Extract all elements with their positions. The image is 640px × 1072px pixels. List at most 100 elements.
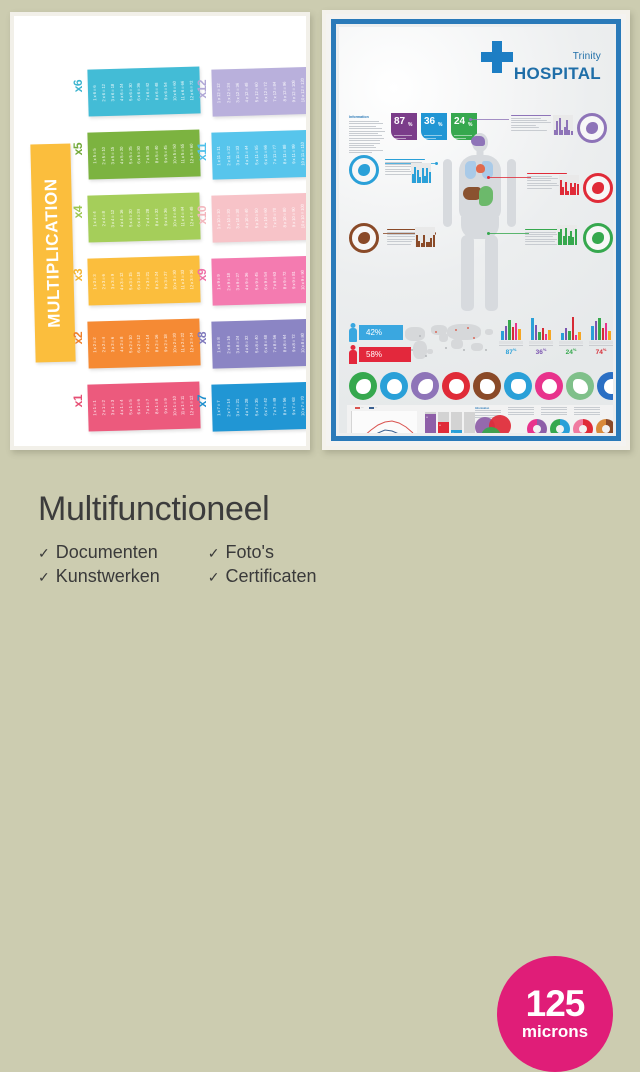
multiplication-table-x12[interactable]: x12 1 x 12 = 12 2 x 12 = 24 3 x 12 = 36 4 x … xyxy=(196,68,306,115)
stomach-callout-icon xyxy=(583,223,613,253)
multiplication-row: 4 x 12 = 48 xyxy=(245,82,250,102)
multiplication-row: 10 x 7 = 70 xyxy=(301,396,306,416)
multiplication-row: 11 x 2 = 22 xyxy=(181,333,186,353)
callout-card-rule xyxy=(527,173,567,174)
multiplication-row: 3 x 12 = 36 xyxy=(236,82,241,102)
bar-group-percent-sign: % xyxy=(543,347,547,352)
multiplication-row: 4 x 1 = 4 xyxy=(119,399,124,414)
multiplication-row: 1 x 11 = 11 xyxy=(217,146,222,165)
callout-dot xyxy=(487,232,490,235)
screenshot-root: MULTIPLICATION x6 1 x 6 = 62 x 6 = 12 3 x … xyxy=(0,0,640,640)
multiplication-table-label: x8 xyxy=(196,332,208,344)
microns-number: 125 xyxy=(526,986,585,1021)
multiplication-table-label: x11 xyxy=(196,143,208,161)
multiplication-table-x4[interactable]: x4 1 x 4 = 42 x 4 = 83 x 4 = 12 4 x 4 = 16… xyxy=(72,194,200,241)
multiplication-table-box: 1 x 4 = 42 x 4 = 83 x 4 = 12 4 x 4 = 16 5 … xyxy=(87,192,200,242)
multiplication-row: 7 x 12 = 84 xyxy=(273,81,278,101)
multiplication-row: 7 x 5 = 35 xyxy=(146,146,151,164)
multiplication-row: 3 x 3 = 9 xyxy=(111,274,116,289)
mini-bar xyxy=(577,184,579,195)
feature-list: ✓ Documenten ✓ Kunstwerken ✓ Foto's ✓ Certific… xyxy=(38,542,317,587)
multiplication-table-box: 1 x 1 = 12 x 1 = 23 x 1 = 34 x 1 = 45 x … xyxy=(87,381,200,431)
tooth-icon[interactable] xyxy=(504,372,532,400)
multiplication-row: 4 x 11 = 44 xyxy=(245,145,250,165)
multiplication-table-x5[interactable]: x5 1 x 5 = 52 x 5 = 10 3 x 5 = 15 4 x 5 = 2… xyxy=(72,131,200,178)
map-marker-dot xyxy=(411,349,413,351)
multiplication-table-x8[interactable]: x8 1 x 8 = 82 x 8 = 16 3 x 8 = 24 4 x 8 = 3… xyxy=(196,320,306,367)
bar-group: 36% xyxy=(529,315,553,356)
lorem-line xyxy=(349,147,376,148)
multiplication-row: 6 x 4 = 24 xyxy=(137,209,142,227)
legend-swatch xyxy=(369,407,374,409)
multiplication-row: 6 x 5 = 30 xyxy=(137,146,142,164)
multiplication-table-box: 1 x 3 = 32 x 3 = 63 x 3 = 94 x 3 = 12 5 x… xyxy=(87,255,200,305)
multiplication-row: 2 x 7 = 14 xyxy=(227,399,232,417)
multiplication-table-label: x3 xyxy=(72,269,84,281)
multiplication-table-box: 1 x 8 = 82 x 8 = 16 3 x 8 = 24 4 x 8 = 32 5… xyxy=(211,318,306,368)
brain-organ-icon xyxy=(471,136,485,146)
multiplication-table-box: 1 x 10 = 10 2 x 10 = 20 3 x 10 = 30 4 x 10 … xyxy=(211,192,306,242)
stat-badge-rule xyxy=(394,138,406,139)
sleep-icon[interactable] xyxy=(566,372,594,400)
multiplication-table-x1[interactable]: x1 1 x 1 = 12 x 1 = 23 x 1 = 34 x 1 = 45 … xyxy=(72,383,200,430)
callout-dot xyxy=(469,118,472,121)
callout-icon-glyph xyxy=(592,182,604,194)
multiplication-table-label: x9 xyxy=(196,269,208,281)
column-bar-value: •• xyxy=(452,431,454,433)
brain-icon[interactable] xyxy=(411,372,439,400)
map-landmass xyxy=(447,324,481,340)
organ-icon-glyph xyxy=(542,379,557,394)
multiplication-row: 11 x 1 = 11 xyxy=(181,396,186,415)
multiplication-row: 3 x 11 = 33 xyxy=(236,146,241,166)
multiplication-row: 8 x 8 = 64 xyxy=(283,334,288,352)
multiplication-row: 2 x 11 = 22 xyxy=(227,146,232,166)
multiplication-banner: MULTIPLICATION xyxy=(30,144,75,363)
multiplication-row: 10 x 3 = 30 xyxy=(172,270,177,290)
multiplication-table-x11[interactable]: x11 1 x 11 = 11 2 x 11 = 22 3 x 11 = 33 4 x … xyxy=(196,131,306,178)
multiplication-table-x3[interactable]: x3 1 x 3 = 32 x 3 = 63 x 3 = 94 x 3 = 12 5… xyxy=(72,257,200,304)
multiplication-row: 6 x 3 = 18 xyxy=(137,272,142,290)
bar-group-label: 87% xyxy=(499,345,523,356)
multiplication-table-x9[interactable]: x9 1 x 9 = 92 x 9 = 18 3 x 9 = 27 4 x 9 = 3… xyxy=(196,257,306,304)
multiplication-table-box: 1 x 7 = 72 x 7 = 14 3 x 7 = 21 4 x 7 = 28 5… xyxy=(211,381,306,431)
hospital-infographic-poster[interactable]: Trinity HOSPITAL Information 87% 36% 24% xyxy=(322,10,630,450)
map-landmass xyxy=(427,349,433,354)
lorem-line xyxy=(508,412,534,413)
bar xyxy=(518,329,520,340)
donut-chart xyxy=(573,419,593,433)
multiplication-table-x6[interactable]: x6 1 x 6 = 62 x 6 = 12 3 x 6 = 18 4 x 6 = 2… xyxy=(72,68,200,115)
lorem-line xyxy=(349,135,382,136)
legend-entry: — xyxy=(355,406,364,409)
multiplication-table-x2[interactable]: x2 1 x 2 = 22 x 2 = 43 x 2 = 64 x 2 = 85 … xyxy=(72,320,200,367)
feature-column-left: ✓ Documenten ✓ Kunstwerken xyxy=(38,542,160,587)
stomach-icon[interactable] xyxy=(349,372,377,400)
world-map xyxy=(401,319,497,365)
liver-icon[interactable] xyxy=(473,372,501,400)
multiplication-row: 8 x 5 = 40 xyxy=(155,145,160,163)
apple-icon[interactable] xyxy=(597,372,613,400)
multiplication-banner-label: MULTIPLICATION xyxy=(41,178,65,328)
lungs-icon[interactable] xyxy=(380,372,408,400)
check-icon: ✓ xyxy=(208,545,220,562)
bar xyxy=(505,326,507,340)
multiplication-row: 5 x 10 = 50 xyxy=(254,208,259,228)
mini-bar xyxy=(433,235,435,247)
lorem-line xyxy=(574,407,600,408)
map-marker-dot xyxy=(473,337,475,339)
multiplication-table-x10[interactable]: x10 1 x 10 = 10 2 x 10 = 20 3 x 10 = 30 4 x … xyxy=(196,194,306,241)
heart-callout-icon xyxy=(583,173,613,203)
multiplication-row: 11 x 4 = 44 xyxy=(181,207,186,227)
bar xyxy=(598,318,600,340)
multiplication-poster[interactable]: MULTIPLICATION x6 1 x 6 = 62 x 6 = 12 3 x … xyxy=(10,12,310,450)
multiplication-row: 6 x 10 = 60 xyxy=(264,208,269,228)
lorem-line xyxy=(349,145,374,146)
multiplication-table-label: x1 xyxy=(72,395,84,407)
stat-badge-value: 87 xyxy=(394,116,405,127)
lorem-line xyxy=(527,178,558,179)
heart-pink-icon[interactable] xyxy=(535,372,563,400)
bar-group-percent-sign: % xyxy=(513,347,517,352)
information-lorem-lines xyxy=(349,121,385,153)
multiplication-row: 7 x 8 = 56 xyxy=(273,335,278,353)
multiplication-table-x7[interactable]: x7 1 x 7 = 72 x 7 = 14 3 x 7 = 21 4 x 7 = 2… xyxy=(196,383,306,430)
heart-icon[interactable] xyxy=(442,372,470,400)
